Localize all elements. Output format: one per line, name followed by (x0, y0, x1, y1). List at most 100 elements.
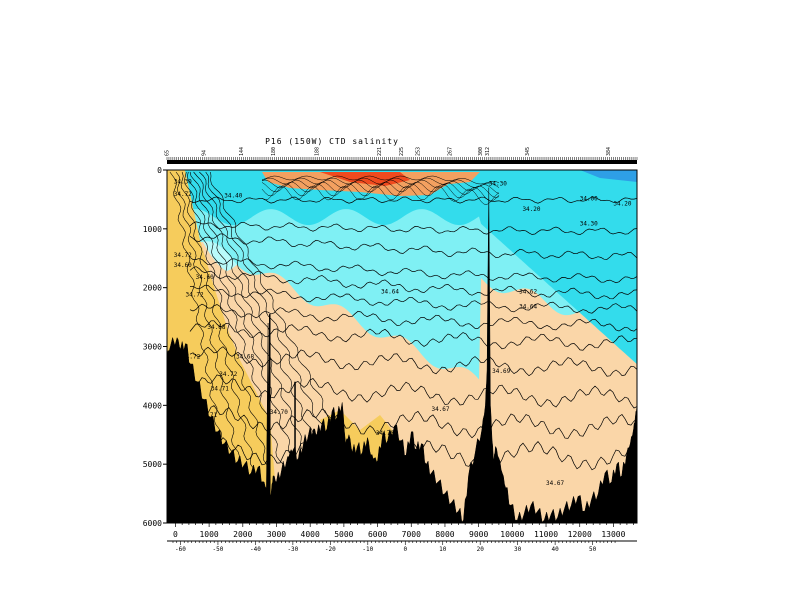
x-tick-label: 3000 (267, 530, 286, 539)
x-tick-label: 11000 (534, 530, 558, 539)
x-tick-label: 5000 (334, 530, 353, 539)
contour-line (189, 266, 637, 300)
salinity-band-orange-east (440, 172, 480, 184)
lat-tick-label: -20 (325, 546, 336, 553)
contour-line-south (189, 171, 299, 469)
station-bar (167, 160, 637, 164)
contour-label: 34.64 (519, 303, 537, 310)
x-tick-label: 0 (173, 530, 178, 539)
contour-line (189, 233, 637, 260)
contour-label: 34.30 (580, 220, 598, 227)
station-label: 267 (448, 147, 454, 156)
contour-line-surface (261, 179, 500, 194)
lat-tick-label: 30 (514, 546, 522, 553)
y-tick-label: 0 (157, 166, 162, 175)
contour-label: 34.00 (580, 196, 598, 203)
lat-tick-label: 10 (439, 546, 447, 553)
contour-line (189, 374, 637, 409)
contour-label: 34.67 (431, 406, 449, 413)
lat-tick-label: 50 (589, 546, 597, 553)
station-label: 300 (478, 147, 484, 156)
contour-line-south (205, 171, 339, 469)
station-label: 65 (165, 150, 171, 156)
x-tick-label: 8000 (435, 530, 454, 539)
station-label: 221 (377, 147, 383, 156)
lat-tick-label: -30 (287, 546, 298, 553)
latitude-axis: -60 -50 -40 -30 -20 -10 0 10 20 30 40 50 (167, 540, 637, 553)
contour-line-south (184, 171, 271, 469)
contour-line-south (193, 171, 312, 469)
lat-tick-label: -40 (250, 546, 261, 553)
lat-tick-label: 0 (403, 546, 407, 553)
station-label: 188 (315, 147, 321, 156)
y-axis-depth: 0 1000 2000 3000 4000 5000 6000 (143, 166, 167, 528)
x-tick-label: 10000 (500, 530, 524, 539)
lat-tick-label: 20 (477, 546, 485, 553)
contour-label: 34.72 (182, 353, 200, 360)
contour-line-south (169, 171, 227, 469)
x-tick-label: 2000 (233, 530, 252, 539)
y-tick-label: 6000 (143, 519, 162, 528)
contour-line-south (199, 171, 324, 469)
x-tick-label: 12000 (568, 530, 592, 539)
contour-line (189, 221, 637, 235)
contour-line (189, 346, 637, 377)
lat-tick-label: 40 (552, 546, 560, 553)
station-label: 345 (525, 147, 531, 156)
x-tick-label: 1000 (199, 530, 218, 539)
contour-label: 34.69 (492, 368, 510, 375)
contour-line (189, 257, 637, 284)
contour-line (189, 284, 637, 314)
contour-label: 34.71 (199, 412, 217, 419)
contour-label: 34.64 (381, 289, 399, 296)
station-label: 384 (606, 147, 612, 156)
contour-label: 34.72 (174, 191, 192, 198)
contour-label: 34.71 (211, 386, 229, 393)
seafloor-profile (167, 187, 637, 523)
x-tick-label: 4000 (301, 530, 320, 539)
contour-label: 34.68 (236, 353, 254, 360)
contour-label: 34.72 (186, 291, 204, 298)
contour-line (189, 196, 637, 204)
contour-line (189, 320, 637, 351)
contour-label: 34.62 (519, 289, 537, 296)
y-tick-label: 2000 (143, 284, 162, 293)
lat-tick-label: -10 (362, 546, 373, 553)
x-axis-distance: 0 1000 2000 3000 4000 5000 6000 7000 8000 9000 100… (167, 522, 637, 539)
contour-label: 34.20 (522, 206, 540, 213)
contour-label: 34.60 (174, 262, 192, 269)
contour-label: 34.67 (546, 480, 564, 487)
contour-label: 34.30 (489, 180, 507, 187)
lat-tick-label: -50 (213, 546, 224, 553)
contour-label: 34.70 (376, 430, 394, 437)
station-axis: 65 94 144 180 188 221 225 253 267 300 312 345 384 (165, 147, 638, 164)
x-tick-label: 13000 (601, 530, 625, 539)
lat-tick-label: -60 (175, 546, 186, 553)
station-label: 312 (485, 147, 491, 156)
y-tick-label: 4000 (143, 401, 162, 410)
contour-label: 34.60 (196, 274, 214, 281)
contour-label: 34.70 (270, 409, 288, 416)
chart-title: P16 (150W) CTD salinity (265, 137, 399, 146)
contour-label: 34.30 (174, 179, 192, 186)
contour-line (189, 303, 637, 332)
contour-label: 34.72 (174, 252, 192, 259)
station-label: 144 (239, 147, 245, 156)
station-label: 94 (202, 150, 208, 156)
contour-line (189, 405, 637, 439)
contour-line-surface (261, 183, 500, 202)
contour-label: 34.68 (207, 324, 225, 331)
contour-line-south (180, 171, 254, 469)
contour-line-surface (261, 185, 500, 205)
station-label: 180 (271, 147, 277, 156)
y-tick-label: 5000 (143, 460, 162, 469)
x-tick-label: 6000 (368, 530, 387, 539)
contour-line-surface (261, 175, 500, 185)
y-tick-label: 1000 (143, 225, 162, 234)
contour-label: 34.72 (219, 371, 237, 378)
seafloor-topography (167, 187, 637, 523)
y-tick-label: 3000 (143, 343, 162, 352)
contour-label: 34.20 (613, 200, 631, 207)
x-tick-label: 7000 (402, 530, 421, 539)
